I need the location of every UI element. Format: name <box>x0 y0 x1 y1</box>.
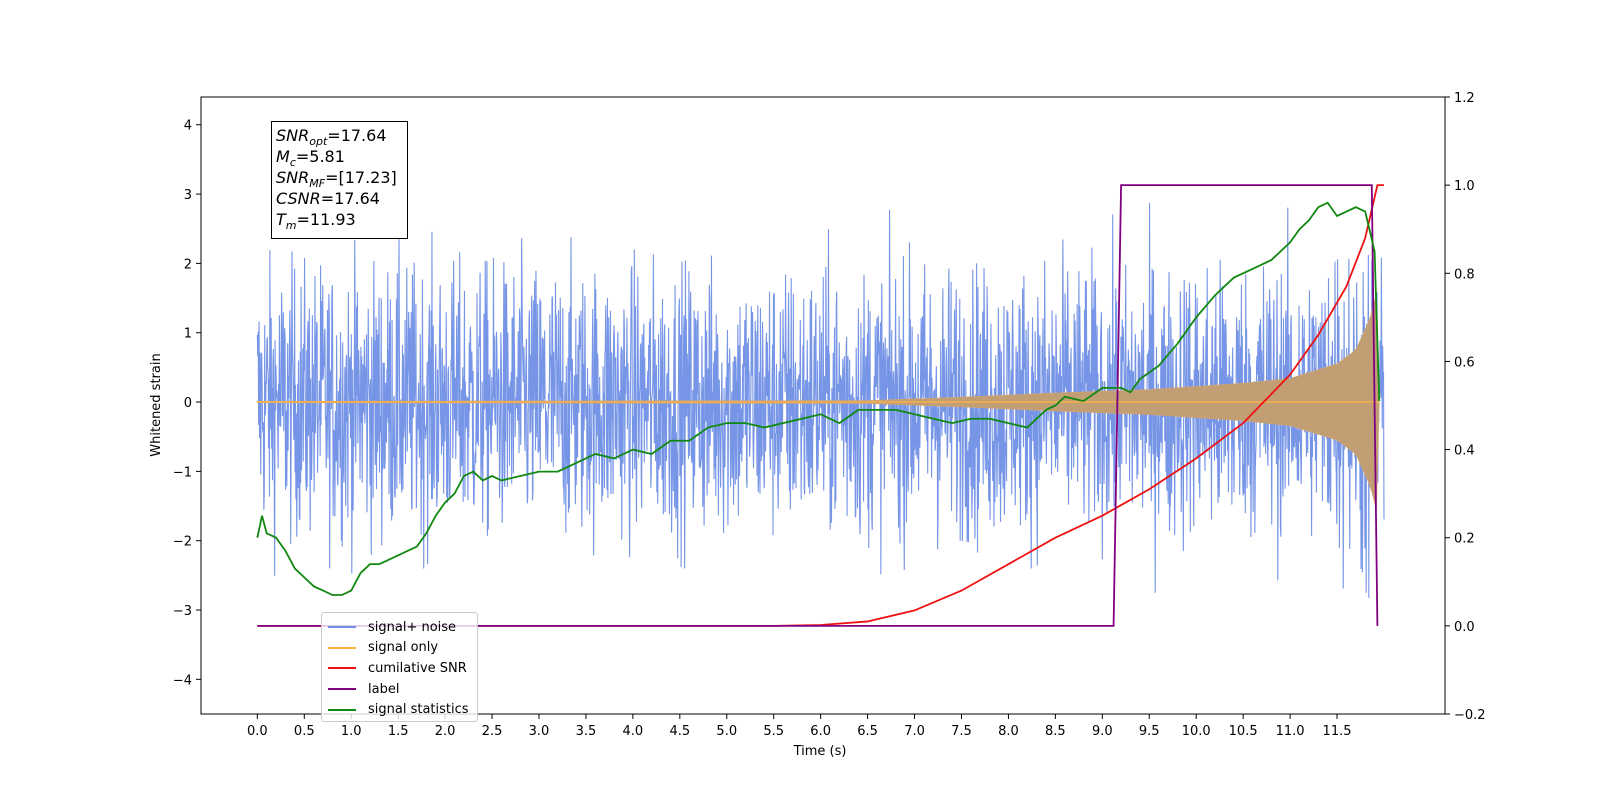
y-tick-label: 4 <box>184 119 192 134</box>
y2-tick-label: 1.2 <box>1454 91 1475 106</box>
stats-annotation-box: SNRopt=17.64 Mc=5.81 SNRMF=[17.23] CSNR=17.… <box>271 121 408 239</box>
y2-tick-label: 0.6 <box>1454 355 1475 370</box>
stats-line: Mc=5.81 <box>276 146 403 170</box>
x-tick-label: 1.5 <box>388 724 409 739</box>
stats-symbol: SNR <box>276 168 310 187</box>
x-tick-label: 4.5 <box>669 724 690 739</box>
legend-label: cumilative SNR <box>368 660 467 676</box>
y-tick-label: −3 <box>173 604 192 619</box>
series-label <box>257 184 1379 627</box>
legend-swatch <box>328 688 356 691</box>
stats-symbol: CSNR <box>276 189 321 208</box>
legend-swatch <box>328 626 356 629</box>
series-signal-statistics <box>256 201 1381 596</box>
y2-tick-label: 0.2 <box>1454 532 1475 547</box>
y2-tick-label: 0.0 <box>1454 620 1475 635</box>
x-tick-label: 7.5 <box>951 724 972 739</box>
x-tick-label: 9.0 <box>1092 724 1113 739</box>
x-axis-ticks: 0.0 0.5 1.0 1.5 2.0 2.5 3.0 3.5 4.0 4.5 5.0 5.5 6.0 6… <box>247 714 1352 739</box>
y-tick-label: −4 <box>173 673 192 688</box>
stats-subscript: c <box>289 156 296 170</box>
y2-tick-label: 1.0 <box>1454 179 1475 194</box>
legend-item: signal+ noise <box>328 617 471 638</box>
legend: signal+ noise signal only cumilative SNR la… <box>321 612 478 722</box>
y-tick-label: −1 <box>173 465 192 480</box>
x-tick-label: 0.0 <box>247 724 268 739</box>
stats-subscript: opt <box>309 135 328 149</box>
series-signal-noise <box>256 202 1385 598</box>
stats-value: =11.93 <box>296 210 356 229</box>
series-cumulative-snr <box>257 184 1384 627</box>
plot-area <box>256 184 1385 627</box>
stats-value: =17.64 <box>320 189 380 208</box>
legend-item: signal statistics <box>328 699 471 720</box>
y-tick-label: 0 <box>184 396 192 411</box>
stats-value: =17.64 <box>327 126 387 145</box>
legend-label: signal+ noise <box>368 619 457 635</box>
stats-subscript: MF <box>309 177 326 191</box>
x-tick-label: 8.0 <box>998 724 1019 739</box>
x-tick-label: 5.0 <box>716 724 737 739</box>
legend-swatch <box>328 667 356 670</box>
x-tick-label: 2.5 <box>482 724 503 739</box>
y-tick-label: 1 <box>184 327 192 342</box>
stats-line: SNRMF=[17.23] <box>276 167 403 191</box>
stats-line: CSNR=17.64 <box>276 188 403 209</box>
y2-tick-label: 0.4 <box>1454 444 1475 459</box>
x-tick-label: 3.0 <box>529 724 550 739</box>
y-tick-label: 3 <box>184 188 192 203</box>
x-tick-label: 11.0 <box>1276 724 1305 739</box>
stats-line: Tm=11.93 <box>276 209 403 233</box>
stats-symbol: SNR <box>276 126 310 145</box>
x-tick-label: 8.5 <box>1045 724 1066 739</box>
stats-value: =[17.23] <box>325 168 397 187</box>
y-axis-label: Whitened strain <box>149 353 164 456</box>
legend-label: signal only <box>368 640 439 656</box>
x-axis-label: Time (s) <box>793 744 847 759</box>
x-tick-label: 11.5 <box>1323 724 1352 739</box>
stats-subscript: m <box>285 219 297 233</box>
legend-swatch <box>328 646 356 649</box>
x-tick-label: 6.0 <box>810 724 831 739</box>
x-tick-label: 7.0 <box>904 724 925 739</box>
stats-symbol: T <box>276 210 286 229</box>
axes-frame <box>200 96 1446 715</box>
y-tick-label: −2 <box>173 535 192 550</box>
x-tick-label: 9.5 <box>1139 724 1160 739</box>
x-tick-label: 5.5 <box>763 724 784 739</box>
x-tick-label: 1.0 <box>341 724 362 739</box>
x-tick-label: 4.0 <box>623 724 644 739</box>
x-tick-label: 2.0 <box>435 724 456 739</box>
x-tick-label: 3.5 <box>576 724 597 739</box>
x-tick-label: 6.5 <box>857 724 878 739</box>
legend-item: signal only <box>328 638 471 659</box>
y2-axis-ticks: 1.2 1.0 0.8 0.6 0.4 0.2 0.0 −0.2 <box>1445 91 1486 723</box>
legend-item: label <box>328 679 471 700</box>
x-tick-label: 0.5 <box>294 724 315 739</box>
legend-item: cumilative SNR <box>328 658 471 679</box>
legend-swatch <box>328 708 356 711</box>
stats-line: SNRopt=17.64 <box>276 125 403 149</box>
stats-symbol: M <box>276 147 290 166</box>
y2-tick-label: −0.2 <box>1454 708 1486 723</box>
x-tick-label: 10.0 <box>1182 724 1211 739</box>
y-axis-ticks: 4 3 2 1 0 −1 −2 −3 −4 <box>173 119 201 688</box>
y-tick-label: 2 <box>184 257 192 272</box>
legend-label: label <box>368 681 400 697</box>
y2-tick-label: 0.8 <box>1454 267 1475 282</box>
legend-label: signal statistics <box>368 702 469 718</box>
stats-value: =5.81 <box>295 147 345 166</box>
x-tick-label: 10.5 <box>1229 724 1258 739</box>
